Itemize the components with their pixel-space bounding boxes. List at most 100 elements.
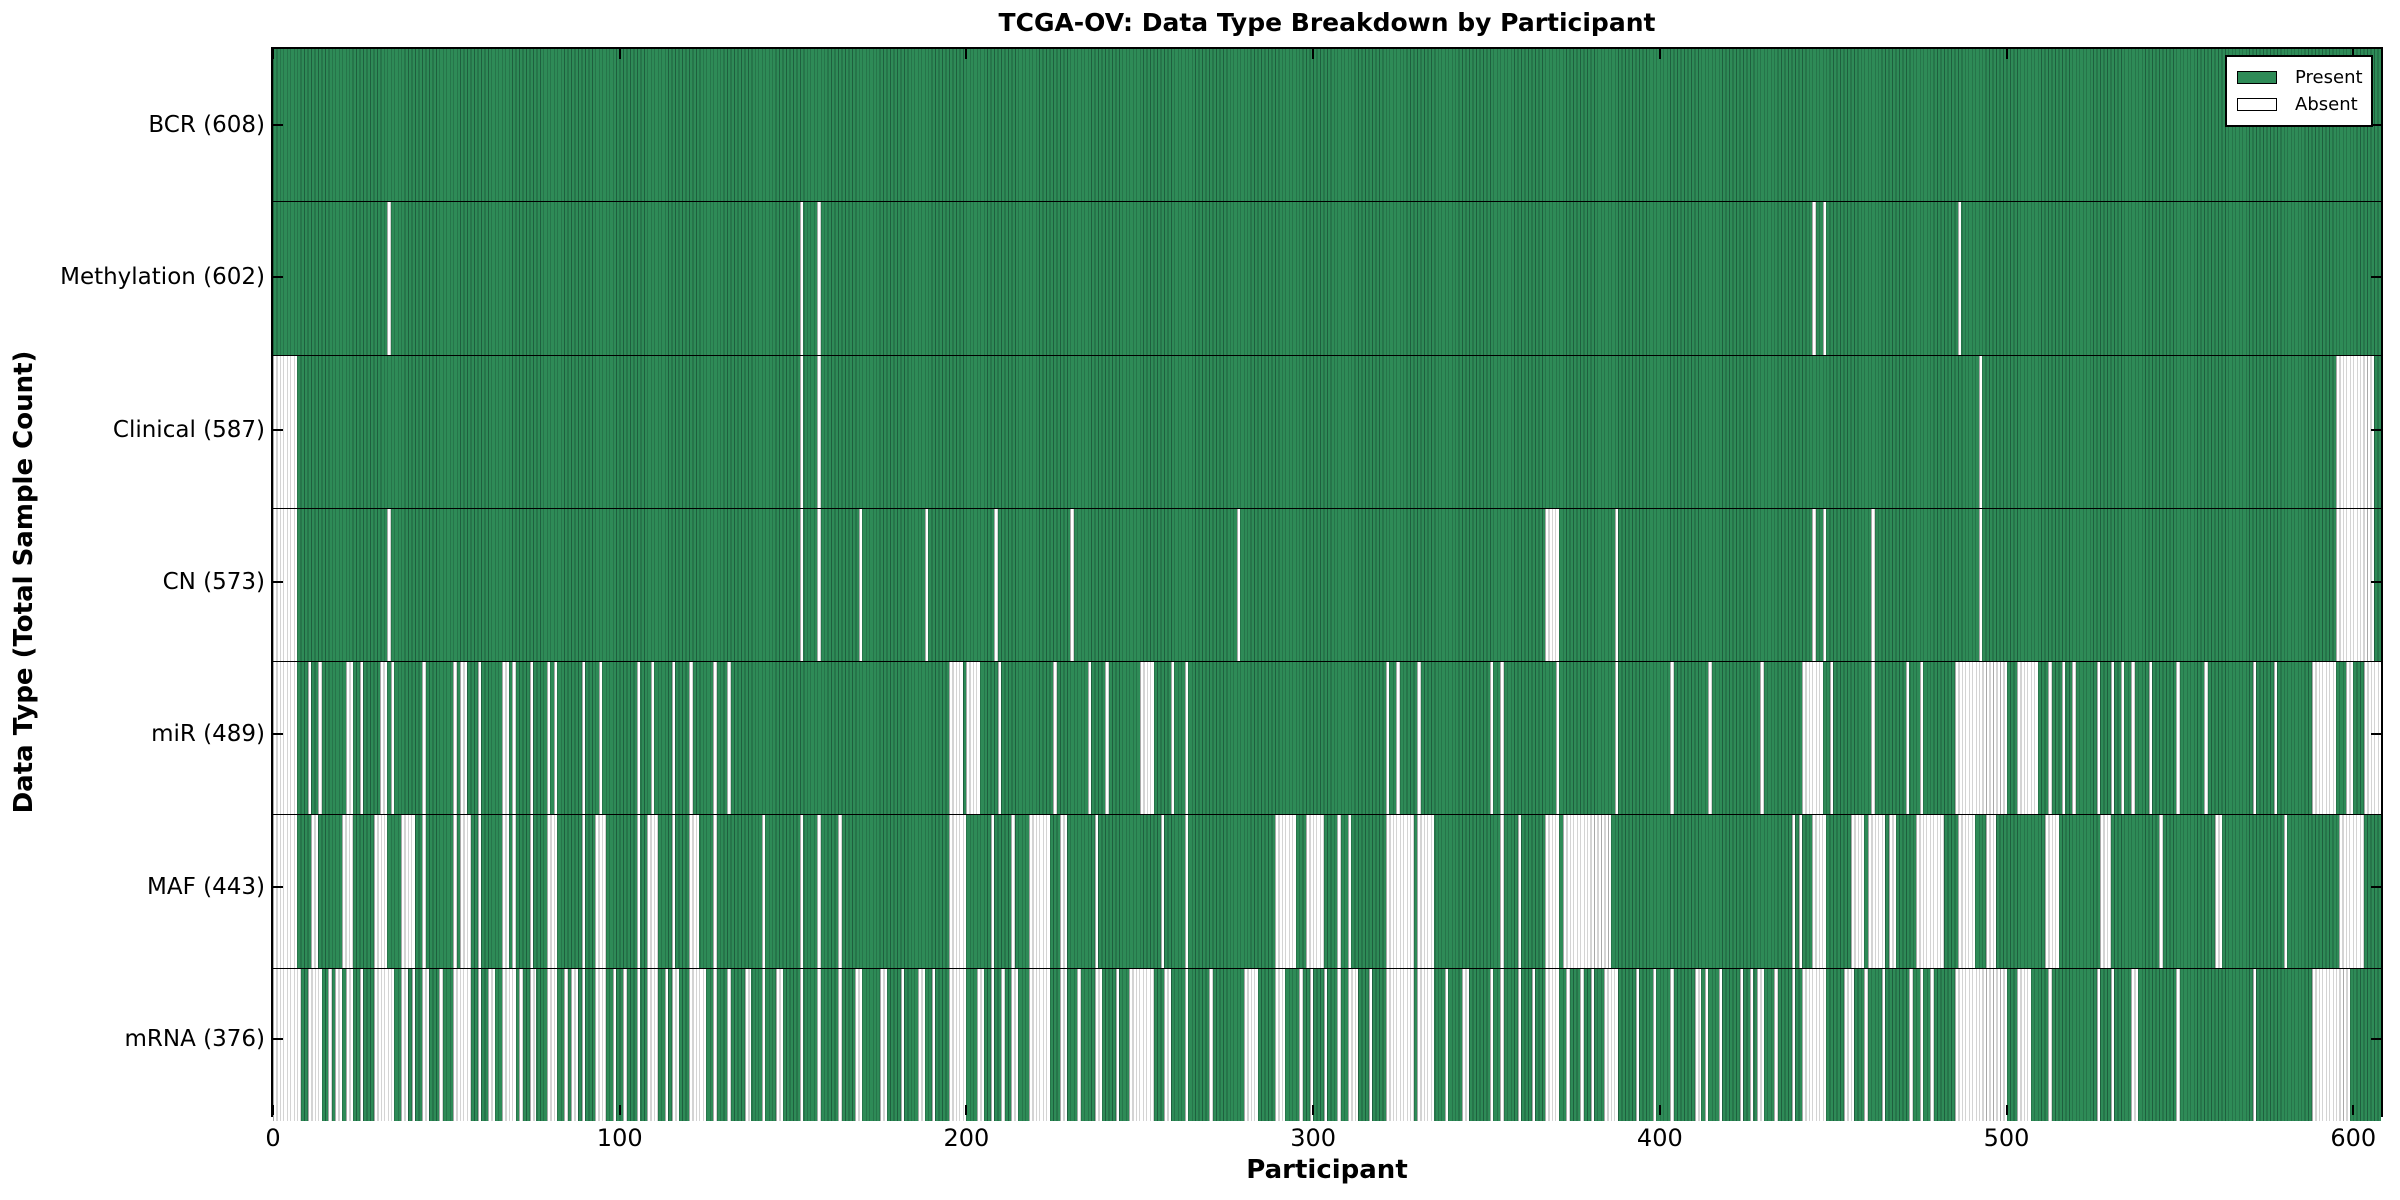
- absent-segment: [949, 662, 963, 815]
- absent-segment: [477, 815, 481, 968]
- row-Methylation: [273, 201, 2381, 355]
- absent-segment: [1087, 662, 1092, 815]
- absent-segment: [439, 968, 443, 1121]
- absent-segment: [318, 662, 322, 815]
- absent-segment: [1105, 662, 1109, 815]
- plot-area: [271, 47, 2383, 1121]
- absent-segment: [1850, 815, 1865, 968]
- absent-segment: [453, 662, 457, 815]
- absent-segment: [689, 968, 707, 1121]
- absent-segment: [2283, 815, 2288, 968]
- x-axis-label: Participant: [1246, 1155, 1408, 1185]
- x-tick-mark: [1658, 49, 1661, 59]
- absent-segment: [1864, 968, 1868, 1121]
- absent-segment: [598, 662, 603, 815]
- y-tick-mark: [273, 581, 283, 583]
- absent-segment: [1635, 968, 1640, 1121]
- y-tick-mark: [273, 124, 283, 127]
- absent-segment: [2048, 662, 2052, 815]
- absent-segment: [917, 968, 925, 1121]
- legend-absent-label: Absent: [2295, 94, 2358, 115]
- absent-segment: [359, 662, 364, 815]
- absent-segment: [1274, 815, 1296, 968]
- absent-segment: [2335, 355, 2375, 508]
- absent-segment: [487, 968, 495, 1121]
- absent-segment: [966, 662, 981, 815]
- absent-segment: [650, 662, 655, 815]
- absent-segment: [900, 968, 904, 1121]
- absent-segment: [1930, 968, 1934, 1121]
- absent-segment: [2252, 662, 2257, 815]
- absent-segment: [1708, 662, 1712, 815]
- absent-segment: [519, 968, 523, 1121]
- absent-segment: [1791, 968, 1796, 1121]
- absent-segment: [1500, 815, 1504, 968]
- legend-present-label: Present: [2295, 67, 2363, 88]
- absent-segment: [1489, 968, 1494, 1121]
- y-tick-label-MAF: MAF (443): [147, 873, 265, 900]
- x-tick-label-300: 300: [1290, 1124, 1337, 1152]
- absent-segment: [422, 662, 426, 815]
- y-tick-label-mRNA: mRNA (376): [124, 1025, 265, 1052]
- absent-segment: [727, 662, 731, 815]
- row-miR: [273, 661, 2381, 815]
- absent-segment: [2311, 968, 2350, 1121]
- absent-segment: [1919, 968, 1924, 1121]
- absent-segment: [1822, 508, 1827, 662]
- absent-segment: [2062, 662, 2066, 815]
- absent-segment: [637, 815, 641, 968]
- absent-segment: [1614, 508, 1619, 662]
- absent-segment: [328, 968, 332, 1121]
- absent-segment: [637, 968, 641, 1121]
- absent-segment: [546, 662, 551, 815]
- absent-swatch-icon: [2237, 98, 2277, 111]
- x-tick-mark: [618, 1105, 621, 1115]
- present-swatch-icon: [2237, 71, 2277, 84]
- absent-segment: [1337, 815, 1341, 968]
- absent-segment: [380, 662, 388, 815]
- absent-segment: [1812, 202, 1816, 355]
- absent-segment: [1209, 968, 1213, 1121]
- absent-segment: [1909, 968, 1913, 1121]
- absent-segment: [422, 815, 426, 968]
- absent-segment: [453, 968, 471, 1121]
- absent-segment: [2273, 662, 2277, 815]
- absent-segment: [1978, 508, 1983, 662]
- absent-segment: [1843, 968, 1854, 1121]
- absent-segment: [990, 968, 995, 1121]
- absent-segment: [460, 662, 468, 815]
- absent-segment: [273, 815, 298, 968]
- absent-segment: [460, 815, 471, 968]
- absent-segment: [1590, 968, 1594, 1121]
- absent-segment: [1396, 662, 1400, 815]
- absent-segment: [1958, 202, 1962, 355]
- y-tick-label-miR: miR (489): [151, 721, 265, 748]
- absent-segment: [595, 815, 606, 968]
- absent-segment: [571, 968, 579, 1121]
- absent-segment: [713, 968, 717, 1121]
- absent-segment: [1694, 968, 1702, 1121]
- absent-segment: [1954, 662, 2007, 815]
- x-tick-mark: [2352, 1105, 2355, 1115]
- absent-segment: [477, 968, 481, 1121]
- absent-segment: [800, 815, 804, 968]
- absent-segment: [1274, 968, 1286, 1121]
- absent-segment: [1077, 968, 1081, 1121]
- absent-segment: [2016, 968, 2031, 1121]
- absent-segment: [1139, 662, 1154, 815]
- row-MAF: [273, 814, 2381, 968]
- absent-segment: [529, 968, 537, 1121]
- absent-segment: [1670, 968, 1674, 1121]
- absent-segment: [1094, 968, 1102, 1121]
- absent-segment: [1704, 968, 1709, 1121]
- absent-segment: [2176, 968, 2180, 1121]
- absent-segment: [1368, 968, 1373, 1121]
- absent-segment: [1011, 815, 1015, 968]
- absent-segment: [273, 662, 298, 815]
- x-tick-mark: [2005, 1105, 2008, 1115]
- absent-segment: [2131, 662, 2135, 815]
- absent-segment: [2120, 662, 2125, 815]
- absent-segment: [2072, 662, 2076, 815]
- absent-segment: [2110, 968, 2115, 1121]
- absent-segment: [1555, 662, 1560, 815]
